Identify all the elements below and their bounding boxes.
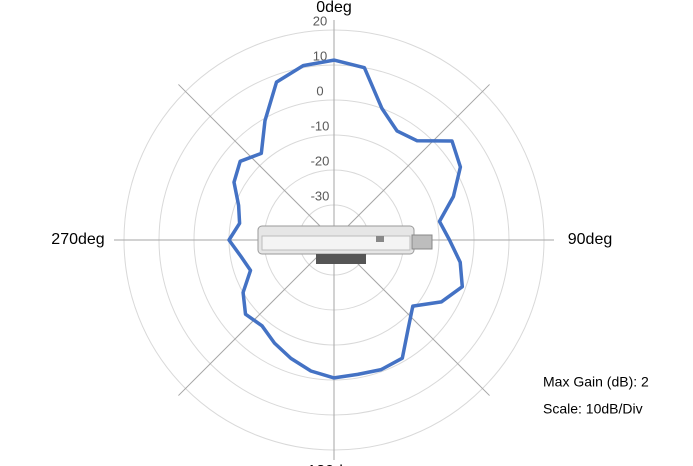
device-image xyxy=(257,225,433,264)
annotation: Scale: 10dB/Div xyxy=(543,401,643,417)
spoke xyxy=(333,84,490,241)
r-tick-label: -30 xyxy=(311,188,330,203)
pattern-line xyxy=(227,58,465,380)
theta-label: 270deg xyxy=(51,231,104,248)
spoke xyxy=(178,239,335,396)
r-tick-label: -20 xyxy=(311,153,330,168)
r-tick-label: 10 xyxy=(313,48,327,63)
r-tick-label: 0 xyxy=(316,83,323,98)
r-tick-label: -10 xyxy=(311,118,330,133)
theta-label: 0deg xyxy=(316,0,352,16)
theta-label: 90deg xyxy=(568,231,613,248)
spoke xyxy=(178,84,335,241)
theta-label: 180deg xyxy=(307,463,360,466)
marks xyxy=(227,58,465,380)
r-tick-label: 20 xyxy=(313,13,327,28)
annotation: Max Gain (dB): 2 xyxy=(543,374,649,390)
